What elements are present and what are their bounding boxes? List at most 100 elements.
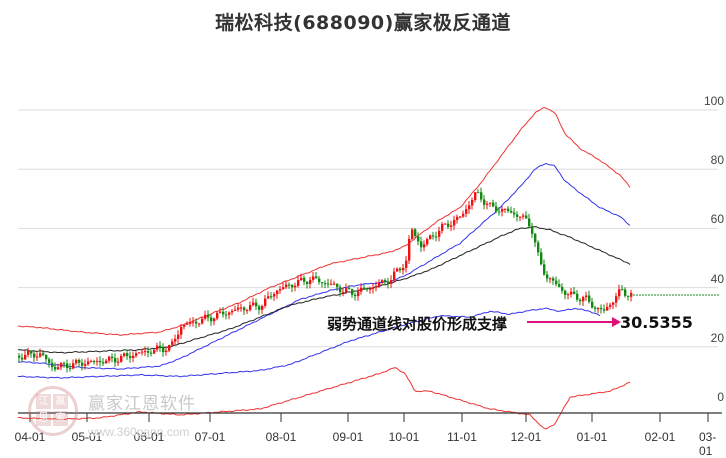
candle-body — [201, 318, 204, 324]
candle-body — [261, 305, 264, 310]
candle-body — [582, 297, 585, 302]
candle-body — [186, 323, 189, 325]
candle-body — [471, 199, 474, 206]
candle-body — [63, 363, 66, 365]
candle-body — [276, 290, 279, 295]
candle-body — [393, 271, 396, 281]
candle-body — [48, 359, 51, 363]
candle-body — [246, 310, 249, 312]
candle-body — [171, 341, 174, 345]
candle-body — [405, 260, 408, 268]
candle-body — [288, 284, 291, 286]
candle-body — [507, 208, 510, 211]
candle-body — [219, 311, 222, 313]
watermark-logo-char: 恩 — [36, 411, 51, 426]
candle-body — [546, 274, 549, 279]
candle-body — [123, 353, 126, 356]
candle-body — [348, 288, 351, 290]
candle-body — [501, 208, 504, 212]
candle-body — [498, 211, 501, 213]
candle-body — [603, 309, 606, 311]
candle-body — [195, 321, 198, 324]
candle-body — [336, 283, 339, 288]
candle-body — [474, 192, 477, 200]
candle-body — [624, 289, 627, 296]
candle-body — [174, 338, 177, 342]
candle-body — [558, 284, 561, 287]
x-tick-label: 08-01 — [265, 430, 297, 444]
candle-body — [258, 306, 261, 310]
candle-body — [537, 242, 540, 253]
candle-body — [183, 324, 186, 327]
x-tick-label: 11-01 — [447, 430, 477, 444]
candle-body — [591, 301, 594, 308]
candle-body — [513, 212, 516, 215]
candle-body — [447, 223, 450, 227]
candle-body — [402, 267, 405, 271]
y-tick-label: 40 — [710, 271, 724, 286]
watermark-logo-char: 赢 — [53, 394, 68, 409]
x-tick-label: 02-01 — [644, 430, 676, 444]
x-tick-label: 10-01 — [388, 430, 420, 444]
x-tick-label: 12-01 — [510, 430, 542, 444]
candle-body — [162, 347, 165, 353]
y-tick-label: 80 — [710, 153, 724, 168]
candle-body — [345, 288, 348, 292]
candle-body — [357, 291, 360, 297]
candle-body — [153, 349, 156, 354]
candle-body — [102, 362, 105, 364]
candle-body — [273, 294, 276, 297]
candle-body — [111, 356, 114, 359]
candle-body — [156, 345, 159, 350]
candle-body — [432, 235, 435, 237]
candle-body — [39, 353, 42, 357]
watermark-url: www.360gann.com — [88, 425, 190, 439]
candle-body — [594, 307, 597, 309]
candle-body — [486, 203, 489, 205]
candle-body — [285, 284, 288, 288]
candle-body — [237, 307, 240, 310]
candle-body — [192, 321, 195, 323]
candle-body — [297, 280, 300, 286]
watermark-text: 赢家江恩软件 — [88, 394, 196, 414]
candle-body — [519, 216, 522, 218]
arrow-head-icon — [612, 317, 621, 327]
candle-body — [198, 323, 201, 325]
support-arrow — [527, 317, 621, 327]
candle-body — [429, 235, 432, 240]
candle-body — [303, 277, 306, 282]
candle-body — [366, 288, 369, 290]
candle-body — [129, 356, 132, 359]
candle-body — [453, 219, 456, 226]
candle-body — [627, 295, 630, 297]
candle-body — [531, 226, 534, 234]
candle-body — [360, 287, 363, 292]
candle-body — [450, 225, 453, 227]
candle-body — [618, 289, 621, 297]
candle-body — [369, 288, 372, 290]
candle-body — [423, 244, 426, 248]
candle-body — [147, 351, 150, 353]
x-tick-label: 07-01 — [194, 430, 226, 444]
candle-body — [351, 289, 354, 295]
candle-body — [420, 241, 423, 248]
candle-body — [555, 280, 558, 285]
candle-body — [306, 281, 309, 284]
candle-body — [99, 360, 102, 363]
gridlines — [18, 109, 718, 348]
x-tick-label: 05-01 — [71, 430, 103, 444]
candle-body — [177, 334, 180, 339]
candle-body — [552, 278, 555, 281]
candle-body — [243, 307, 246, 311]
candle-body — [21, 357, 24, 360]
candle-body — [495, 206, 498, 212]
candle-body — [93, 361, 96, 363]
candle-body — [72, 363, 75, 369]
candle-body — [78, 359, 81, 363]
candle-body — [36, 356, 39, 358]
candle-body — [321, 282, 324, 284]
candle-body — [354, 294, 357, 297]
candle-body — [282, 287, 285, 290]
candle-body — [33, 353, 36, 358]
